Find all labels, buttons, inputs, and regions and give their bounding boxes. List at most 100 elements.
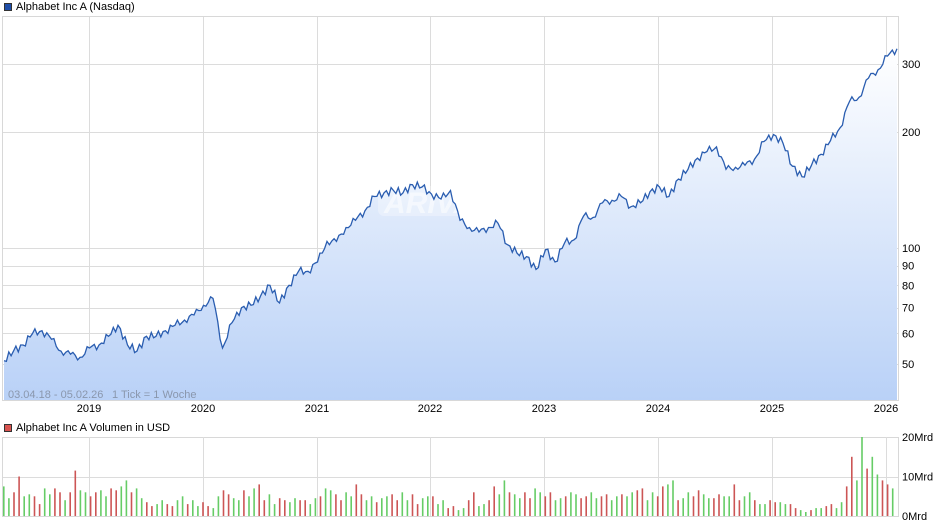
- y-tick-label: 100: [902, 243, 920, 255]
- volume-bar: [564, 496, 567, 517]
- volume-bar: [534, 488, 536, 516]
- x-tick-label: 2023: [532, 403, 556, 415]
- tick-interval-label: 1 Tick = 1 Woche: [112, 389, 196, 401]
- volume-bar: [437, 504, 439, 516]
- volume-bar: [309, 504, 312, 516]
- volume-bar: [8, 498, 10, 516]
- volume-bar: [779, 502, 782, 516]
- volume-bar: [360, 494, 363, 516]
- volume-bar: [166, 504, 169, 516]
- volume-bar: [784, 504, 787, 516]
- volume-bar: [743, 496, 746, 517]
- volume-bar: [3, 486, 5, 516]
- volume-bar: [375, 502, 378, 516]
- volume-bar: [672, 480, 674, 516]
- volume-bar: [524, 492, 526, 516]
- volume-bar: [278, 498, 281, 516]
- volume-bar: [386, 496, 388, 517]
- volume-bar: [79, 490, 82, 516]
- volume-bar: [851, 456, 853, 517]
- volume-bar: [406, 500, 409, 516]
- volume-bar: [488, 500, 490, 516]
- volume-bar: [845, 486, 848, 516]
- y-tick-label: 70: [902, 303, 914, 315]
- volume-bar: [381, 498, 383, 516]
- volume-bar: [733, 484, 736, 516]
- volume-bar: [23, 496, 25, 517]
- volume-bars: [3, 437, 894, 517]
- volume-bar: [769, 500, 771, 516]
- volume-bar: [350, 496, 352, 517]
- price-y-axis: 300 200 100 90 80 70 60 50: [902, 59, 920, 371]
- volume-bar: [115, 490, 117, 516]
- volume-bar: [125, 480, 128, 516]
- volume-bar: [212, 508, 215, 516]
- volume-bar: [656, 496, 659, 517]
- volume-bar: [774, 502, 776, 516]
- x-tick-label: 2022: [418, 403, 442, 415]
- volume-bar: [365, 500, 368, 516]
- volume-bar: [248, 496, 250, 517]
- volume-bar: [192, 500, 194, 516]
- volume-bar: [529, 498, 531, 516]
- volume-bar: [830, 504, 833, 516]
- volume-bar: [202, 502, 204, 516]
- price-chart-legend: Alphabet Inc A (Nasdaq): [4, 0, 135, 14]
- volume-bar: [38, 504, 41, 516]
- volume-bar: [69, 492, 71, 516]
- volume-bar: [840, 502, 843, 516]
- x-tick-label: 2019: [77, 403, 101, 415]
- volume-bar: [355, 484, 358, 516]
- volume-bar: [503, 480, 506, 516]
- volume-bar: [74, 470, 77, 516]
- volume-bar: [345, 492, 347, 516]
- volume-bar: [626, 496, 628, 517]
- volume-bar: [258, 484, 260, 516]
- volume-bar: [493, 486, 495, 516]
- volume-bar: [473, 492, 475, 516]
- volume-bar: [289, 502, 291, 516]
- volume-bar: [886, 484, 889, 516]
- volume-bar: [335, 494, 337, 516]
- price-x-axis: 2019 2020 2021 2022 2023 2024 2025 2026: [77, 403, 898, 415]
- volume-bar: [723, 496, 725, 517]
- volume-bar: [421, 498, 424, 516]
- volume-bar: [794, 508, 797, 516]
- volume-bar: [467, 500, 470, 516]
- volume-bar: [810, 510, 812, 516]
- volume-bar: [570, 492, 572, 516]
- volume-bar: [54, 488, 56, 516]
- volume-bar: [595, 498, 598, 516]
- volume-bar: [146, 502, 148, 516]
- price-legend-swatch: [4, 3, 12, 11]
- volume-bar: [442, 500, 444, 516]
- volume-chart-title: Alphabet Inc A Volumen in USD: [16, 422, 171, 434]
- volume-bar: [232, 498, 235, 516]
- volume-bar: [825, 506, 828, 516]
- volume-bar: [268, 494, 271, 516]
- volume-bar: [253, 488, 255, 516]
- volume-bar: [738, 500, 741, 516]
- volume-bar: [49, 494, 51, 516]
- volume-bar: [13, 492, 15, 516]
- volume-bar: [636, 490, 639, 516]
- volume-bar: [820, 508, 822, 516]
- volume-bar: [95, 492, 97, 516]
- volume-bar: [513, 494, 516, 516]
- volume-bar: [687, 492, 690, 516]
- volume-bar: [646, 500, 649, 516]
- volume-bar: [539, 492, 541, 516]
- volume-bar: [616, 496, 618, 517]
- volume-y-tick-label: 10Mrd: [902, 472, 933, 484]
- volume-bar: [411, 494, 414, 516]
- volume-bar: [590, 492, 593, 516]
- volume-bar: [43, 488, 46, 516]
- volume-bar: [396, 500, 398, 516]
- volume-bar: [391, 494, 393, 516]
- volume-bar: [89, 496, 92, 517]
- volume-bar: [324, 488, 327, 516]
- volume-bar: [697, 490, 700, 516]
- volume-bar: [217, 496, 220, 517]
- volume-bar: [64, 500, 66, 516]
